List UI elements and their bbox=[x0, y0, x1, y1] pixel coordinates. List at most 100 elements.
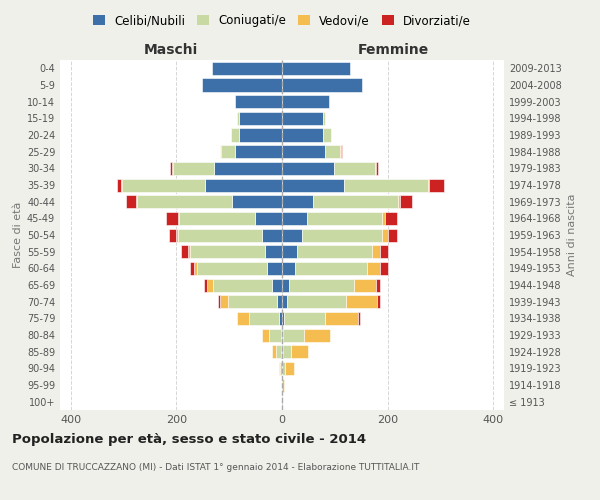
Bar bbox=[375, 162, 376, 175]
Bar bbox=[204, 278, 207, 291]
Bar bbox=[281, 328, 282, 342]
Bar bbox=[228, 295, 277, 308]
Bar bbox=[269, 328, 281, 342]
Bar bbox=[121, 178, 122, 192]
Bar bbox=[205, 178, 282, 192]
Bar bbox=[169, 228, 176, 241]
Bar bbox=[178, 228, 262, 241]
Bar bbox=[277, 295, 282, 308]
Bar bbox=[282, 362, 284, 375]
Bar bbox=[376, 278, 380, 291]
Bar bbox=[282, 378, 284, 392]
Bar bbox=[213, 278, 272, 291]
Bar bbox=[282, 195, 313, 208]
Bar bbox=[122, 178, 205, 192]
Bar bbox=[282, 178, 344, 192]
Bar bbox=[137, 195, 232, 208]
Bar bbox=[380, 245, 388, 258]
Bar bbox=[265, 245, 282, 258]
Bar bbox=[282, 262, 295, 275]
Bar bbox=[262, 228, 282, 241]
Bar bbox=[282, 228, 302, 241]
Bar bbox=[232, 195, 282, 208]
Bar bbox=[272, 278, 282, 291]
Bar bbox=[172, 162, 173, 175]
Bar bbox=[429, 178, 444, 192]
Bar bbox=[325, 312, 358, 325]
Bar bbox=[307, 212, 382, 225]
Bar bbox=[287, 295, 346, 308]
Bar bbox=[197, 262, 267, 275]
Bar bbox=[116, 178, 121, 192]
Bar bbox=[291, 345, 308, 358]
Bar bbox=[313, 195, 398, 208]
Bar bbox=[282, 328, 283, 342]
Bar bbox=[428, 178, 429, 192]
Bar bbox=[173, 162, 214, 175]
Bar bbox=[282, 162, 334, 175]
Bar bbox=[346, 295, 377, 308]
Bar bbox=[280, 362, 282, 375]
Bar bbox=[166, 212, 178, 225]
Bar bbox=[334, 162, 375, 175]
Bar bbox=[282, 312, 284, 325]
Bar bbox=[282, 278, 289, 291]
Bar bbox=[282, 95, 329, 108]
Bar bbox=[284, 362, 294, 375]
Bar bbox=[220, 295, 228, 308]
Bar bbox=[190, 262, 194, 275]
Bar bbox=[385, 212, 397, 225]
Bar bbox=[136, 195, 137, 208]
Bar bbox=[239, 128, 282, 141]
Bar bbox=[344, 178, 428, 192]
Bar bbox=[382, 228, 388, 241]
Text: COMUNE DI TRUCCAZZANO (MI) - Dati ISTAT 1° gennaio 2014 - Elaborazione TUTTITALI: COMUNE DI TRUCCAZZANO (MI) - Dati ISTAT … bbox=[12, 462, 419, 471]
Bar bbox=[275, 345, 281, 358]
Bar bbox=[235, 95, 282, 108]
Bar bbox=[323, 112, 325, 125]
Bar bbox=[236, 112, 239, 125]
Bar bbox=[214, 162, 282, 175]
Bar bbox=[325, 145, 340, 158]
Bar bbox=[188, 245, 190, 258]
Bar bbox=[341, 145, 342, 158]
Bar bbox=[376, 162, 378, 175]
Bar bbox=[237, 312, 249, 325]
Bar bbox=[179, 212, 254, 225]
Bar bbox=[190, 245, 265, 258]
Bar bbox=[284, 312, 325, 325]
Bar bbox=[254, 212, 282, 225]
Bar bbox=[282, 295, 287, 308]
Bar bbox=[282, 212, 307, 225]
Bar bbox=[126, 195, 136, 208]
Bar bbox=[283, 328, 304, 342]
Bar bbox=[282, 245, 297, 258]
Bar bbox=[181, 245, 188, 258]
Bar bbox=[354, 278, 376, 291]
Y-axis label: Fasce di età: Fasce di età bbox=[13, 202, 23, 268]
Bar bbox=[382, 212, 385, 225]
Bar bbox=[279, 362, 280, 375]
Bar bbox=[239, 112, 282, 125]
Bar bbox=[212, 62, 282, 75]
Bar bbox=[281, 345, 282, 358]
Legend: Celibi/Nubili, Coniugati/e, Vedovi/e, Divorziati/e: Celibi/Nubili, Coniugati/e, Vedovi/e, Di… bbox=[89, 11, 475, 31]
Bar bbox=[367, 262, 380, 275]
Bar bbox=[282, 78, 362, 92]
Bar bbox=[302, 228, 382, 241]
Text: Popolazione per età, sesso e stato civile - 2014: Popolazione per età, sesso e stato civil… bbox=[12, 432, 366, 446]
Bar bbox=[358, 312, 360, 325]
Bar bbox=[235, 145, 282, 158]
Bar bbox=[289, 278, 354, 291]
Bar bbox=[178, 212, 179, 225]
Bar bbox=[207, 278, 213, 291]
Bar bbox=[372, 245, 380, 258]
Bar bbox=[295, 262, 367, 275]
Bar bbox=[280, 312, 282, 325]
Bar bbox=[202, 78, 282, 92]
Bar bbox=[221, 145, 235, 158]
Bar bbox=[380, 262, 388, 275]
Bar bbox=[231, 128, 239, 141]
Bar bbox=[377, 295, 380, 308]
Bar bbox=[282, 145, 325, 158]
